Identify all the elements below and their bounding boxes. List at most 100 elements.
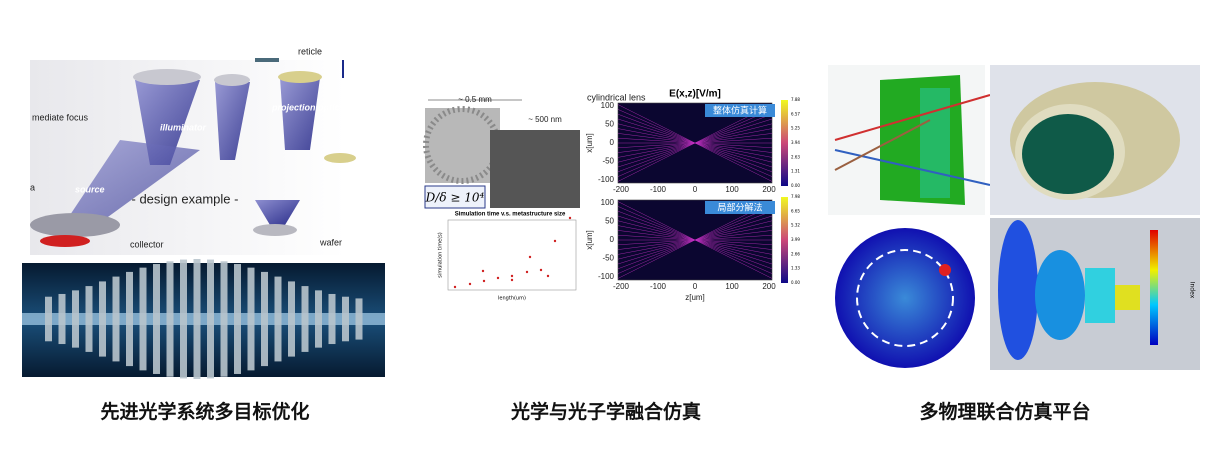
x-tick-label: 0 [693, 185, 698, 194]
colorbar-label: 3.99 [791, 237, 800, 242]
x-tick-label: -200 [613, 185, 630, 194]
scatter-point [468, 282, 472, 286]
diagram-label: mediate focus [32, 112, 89, 122]
microscope-image [423, 99, 580, 209]
colorbar-label: 6.65 [791, 208, 800, 213]
panel-caption: 先进光学系统多目标优化 [100, 400, 309, 423]
lens [342, 296, 349, 342]
scatter-point [482, 279, 486, 283]
tag-box [705, 104, 775, 117]
x-tick-label: 100 [725, 282, 739, 291]
y-tick-label: -50 [602, 157, 614, 166]
mesh-image [990, 218, 1200, 370]
scale-label: ~ 500 nm [528, 115, 562, 124]
x-tick-label: 100 [725, 185, 739, 194]
scatter-point [525, 270, 529, 274]
lens [247, 267, 255, 371]
scatter-point [481, 269, 485, 273]
panel-caption: 光学与光子学融合仿真 [510, 400, 701, 423]
lens [328, 293, 336, 345]
diagram-label: illuminator [160, 122, 206, 132]
colorbar-label: 0.00 [791, 183, 800, 188]
lens [193, 259, 201, 379]
colorbar-title: Index [1189, 282, 1196, 299]
x-tick-label: 0 [693, 282, 698, 291]
tag: 局部分解法 [717, 202, 762, 214]
lens [126, 271, 133, 367]
colorbar [781, 100, 788, 186]
lithography-image [30, 58, 356, 255]
lens [207, 259, 214, 379]
lens [45, 296, 52, 342]
panel-caption: 多物理联合仿真平台 [919, 400, 1090, 423]
colorbar-label: 6.57 [791, 111, 800, 116]
lens [315, 290, 322, 348]
colorbar-label: 2.66 [791, 251, 800, 256]
diagram-label: reticle [298, 46, 322, 56]
y-tick-label: -100 [598, 175, 615, 184]
diagram-label: source [75, 184, 105, 194]
tag: 整体仿真计算 [713, 105, 767, 117]
axis-label: x[um] [585, 230, 594, 250]
y-tick-label: 50 [605, 120, 614, 129]
colorbar-label: 5.32 [791, 223, 800, 228]
axis-label: length(um) [498, 296, 526, 302]
scatter-point [453, 285, 457, 289]
y-tick-label: 50 [605, 217, 614, 226]
plot-title: Simulation time v.s. metastructure size [455, 212, 566, 218]
x-tick-label: 200 [762, 185, 776, 194]
lens [58, 293, 66, 345]
scatter-point [553, 239, 557, 243]
axis-label: x[um] [585, 133, 594, 153]
y-tick-label: 0 [610, 235, 615, 244]
field-ray [617, 104, 773, 182]
lens [234, 264, 241, 374]
diagram-label: a [30, 182, 35, 192]
lens [153, 264, 160, 374]
lens-label: cylindrical lens [587, 92, 646, 102]
colorbar-label: 0.00 [791, 280, 800, 285]
diagram-label: collector [130, 239, 164, 249]
lens [72, 290, 79, 348]
ray-trace-image [828, 65, 991, 215]
scatter-point [510, 278, 514, 282]
lens [274, 276, 282, 362]
scatter-point [528, 255, 532, 259]
colorbar-label: 1.31 [791, 169, 800, 174]
x-tick-label: -200 [613, 282, 630, 291]
lens [301, 286, 309, 352]
diagram-label: projection optics [271, 102, 345, 112]
y-tick-label: 100 [601, 101, 615, 110]
lens [166, 261, 174, 377]
diagram-label: wafer [319, 237, 342, 247]
formula: D/δ ≥ 10⁴ [425, 191, 485, 205]
y-tick-label: 0 [610, 138, 615, 147]
field-ray [617, 201, 773, 279]
plot-title: E(x,z)[V/m] [669, 89, 721, 100]
lens-group [45, 259, 363, 379]
scatter-point [496, 276, 500, 280]
colorbar-label: 1.33 [791, 266, 800, 271]
axis-label: z[um] [685, 293, 705, 302]
lens [288, 281, 295, 357]
colorbar [781, 197, 788, 283]
lens [85, 286, 93, 352]
colorbar-label: 7.88 [791, 97, 800, 102]
lens [139, 267, 147, 371]
scale-label: ~ 0.5 mm [458, 95, 492, 104]
x-tick-label: -100 [650, 185, 667, 194]
diagram-label: - design example - [132, 191, 239, 206]
y-tick-label: 100 [601, 198, 615, 207]
scatter-point [539, 268, 543, 272]
lens-stack-image [22, 263, 385, 377]
lens [220, 261, 228, 377]
housing-image [990, 65, 1200, 215]
colorbar-label: 5.25 [791, 126, 800, 131]
lens [261, 271, 268, 367]
lens [99, 281, 106, 357]
lens [180, 259, 187, 379]
x-tick-label: -100 [650, 282, 667, 291]
scatter-point [568, 216, 572, 220]
lens [112, 276, 120, 362]
